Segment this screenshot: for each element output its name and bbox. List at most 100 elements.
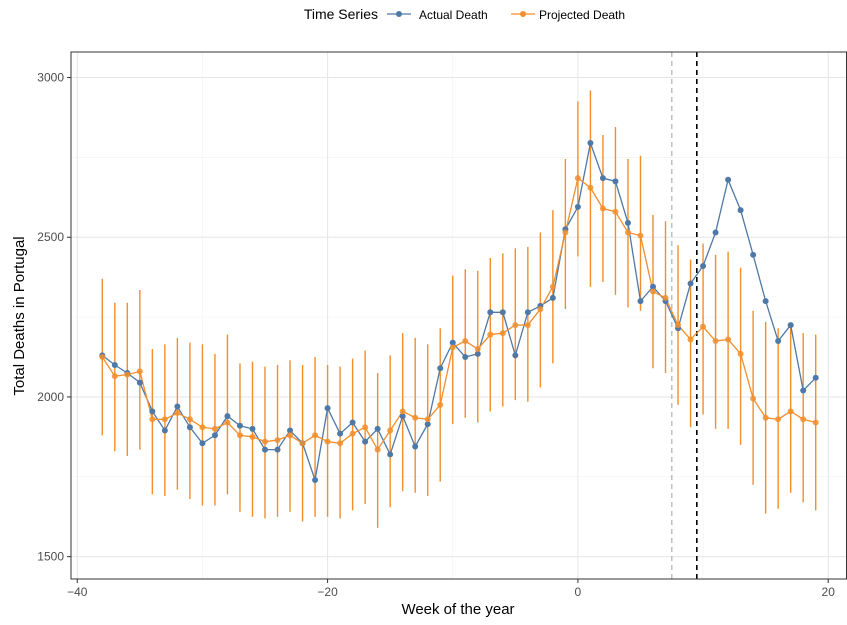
data-point-projected-death (587, 184, 594, 191)
data-point-projected-death (700, 323, 707, 330)
data-point-actual-death (362, 438, 369, 445)
data-point-actual-death (199, 440, 206, 447)
data-point-projected-death (487, 331, 494, 338)
series-lines (101, 140, 817, 481)
data-point-projected-death (111, 373, 118, 380)
data-point-projected-death (236, 432, 243, 439)
data-point-projected-death (499, 330, 506, 337)
data-point-actual-death (612, 178, 619, 185)
data-point-projected-death (362, 424, 369, 431)
data-point-projected-death (449, 344, 456, 351)
legend-marker (520, 11, 526, 17)
data-point-actual-death (424, 421, 431, 428)
data-point-projected-death (99, 354, 106, 361)
data-point-projected-death (675, 322, 682, 329)
data-point-actual-death (136, 379, 143, 386)
data-point-actual-death (337, 430, 344, 437)
data-point-projected-death (349, 430, 356, 437)
data-point-projected-death (337, 440, 344, 447)
data-point-actual-death (149, 408, 156, 415)
data-point-projected-death (650, 288, 656, 295)
data-point-projected-death (199, 424, 206, 431)
data-point-projected-death (574, 175, 581, 182)
data-point-actual-death (587, 140, 594, 147)
legend-title: Time Series (304, 6, 378, 22)
data-point-projected-death (262, 438, 268, 445)
y-tick-label: 3000 (37, 71, 64, 85)
data-point-actual-death (262, 446, 268, 453)
data-point-projected-death (387, 427, 394, 434)
data-point-projected-death (211, 425, 218, 432)
data-point-actual-death (236, 422, 243, 429)
data-point-projected-death (549, 283, 556, 290)
data-point-projected-death (412, 414, 419, 421)
data-point-actual-death (750, 251, 757, 258)
data-point-actual-death (449, 339, 456, 346)
data-point-actual-death (462, 354, 469, 361)
gridlines (71, 52, 847, 579)
data-point-projected-death (161, 416, 168, 423)
legend-label-projected-death: Projected Death (539, 8, 625, 22)
y-axis: 1500 2000 2500 3000 (37, 71, 71, 564)
y-tick-label: 2000 (37, 390, 64, 404)
data-point-projected-death (712, 338, 719, 345)
data-point-projected-death (136, 368, 143, 375)
data-point-actual-death (524, 309, 531, 316)
data-point-actual-death (624, 219, 631, 226)
data-point-actual-death (274, 446, 281, 453)
data-point-projected-death (725, 336, 732, 343)
y-tick-label: 2500 (37, 230, 64, 244)
data-point-actual-death (775, 338, 782, 345)
data-point-projected-death (599, 205, 606, 212)
data-point-actual-death (186, 424, 193, 431)
data-point-actual-death (161, 427, 168, 434)
data-point-projected-death (287, 432, 294, 439)
data-points (99, 140, 819, 483)
x-tick-label: 0 (575, 585, 582, 599)
data-point-actual-death (812, 374, 819, 381)
data-point-actual-death (712, 229, 719, 236)
data-point-actual-death (412, 443, 419, 450)
data-point-projected-death (612, 208, 619, 215)
x-axis-title: Week of the year (401, 601, 514, 618)
data-point-projected-death (186, 416, 193, 423)
data-point-actual-death (800, 387, 807, 394)
data-point-projected-death (324, 438, 331, 445)
x-tick-label: −20 (317, 585, 338, 599)
data-point-actual-death (312, 476, 319, 483)
data-point-actual-death (287, 427, 294, 434)
legend-label-actual-death: Actual Death (419, 8, 488, 22)
legend-entry-actual-death: Actual Death (387, 8, 488, 22)
data-point-projected-death (537, 306, 544, 313)
data-point-projected-death (637, 232, 644, 239)
data-point-projected-death (687, 336, 694, 343)
data-point-actual-death (787, 322, 794, 329)
data-point-projected-death (750, 395, 757, 402)
data-point-actual-death (725, 176, 732, 183)
data-point-projected-death (474, 346, 481, 353)
data-point-actual-death (549, 294, 556, 301)
data-point-actual-death (687, 280, 694, 287)
data-point-projected-death (462, 338, 469, 345)
data-point-actual-death (700, 262, 707, 269)
data-point-actual-death (211, 432, 218, 439)
data-point-projected-death (312, 432, 319, 439)
data-point-projected-death (299, 440, 306, 447)
legend-marker (396, 11, 402, 17)
x-tick-label: 20 (822, 585, 836, 599)
data-point-projected-death (437, 401, 444, 408)
projection-error-bars (101, 90, 817, 528)
data-point-actual-death (599, 175, 606, 182)
data-point-projected-death (224, 419, 231, 426)
data-point-projected-death (775, 416, 782, 423)
data-point-actual-death (374, 425, 381, 432)
data-point-actual-death (399, 413, 406, 420)
data-point-actual-death (512, 352, 519, 359)
data-point-actual-death (762, 298, 769, 305)
data-point-projected-death (787, 408, 794, 415)
data-point-projected-death (124, 371, 131, 378)
data-point-projected-death (737, 350, 744, 357)
data-point-actual-death (249, 425, 256, 432)
data-point-projected-death (149, 416, 156, 423)
